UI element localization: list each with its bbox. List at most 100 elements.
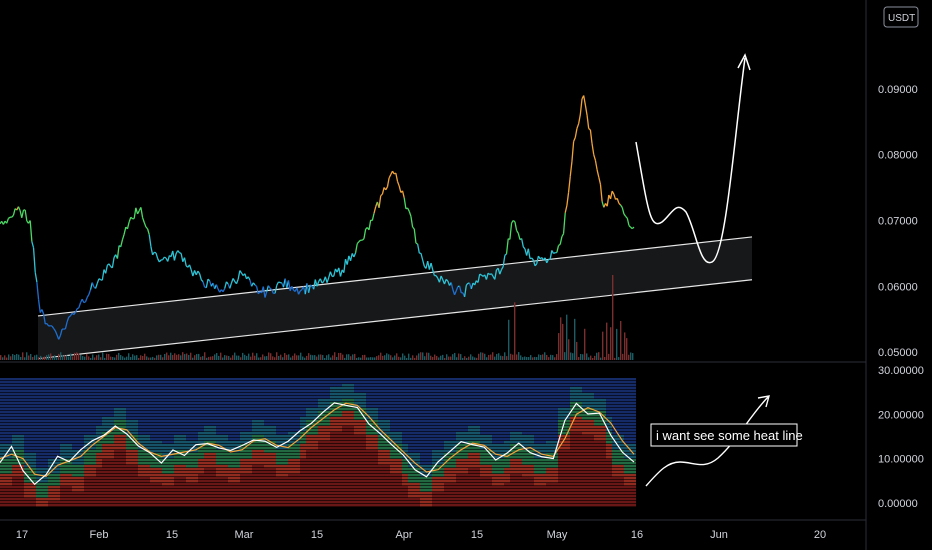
heatmap-cell [444,420,450,423]
heatmap-cell [324,444,330,447]
heatmap-cell [222,384,228,387]
heatmap-cell [600,387,606,390]
heatmap-cell [510,396,516,399]
volume-bar [28,355,30,360]
price-segment [197,270,201,274]
heatmap-cell [312,408,318,411]
heatmap-cell [504,450,510,453]
heatmap-cell [300,471,306,474]
heatmap-cell [108,447,114,450]
heatmap-cell [456,477,462,480]
heatmap-cell [96,492,102,495]
heatmap-cell [204,432,210,435]
channel-upper-line[interactable] [37,236,753,317]
heatmap-cell [54,480,60,483]
heatmap-cell [588,486,594,489]
volume-bar [452,354,454,360]
heatmap-cell [558,399,564,402]
volume-bar [470,354,472,360]
heatmap-cell [558,468,564,471]
heatmap-cell [228,456,234,459]
heatmap-cell [102,417,108,420]
price-segment [505,238,509,254]
heatmap-cell [486,474,492,477]
heatmap-cell [318,402,324,405]
heatmap-cell [432,426,438,429]
heatmap-cell [192,474,198,477]
volume-bar [232,355,234,360]
channel-lower-line[interactable] [37,279,753,360]
heatmap-cell [582,495,588,498]
heatmap-cell [84,492,90,495]
heatmap-cell [438,489,444,492]
volume-bar [620,320,622,360]
heatmap-cell [120,477,126,480]
heatmap-cell [90,483,96,486]
price-segment [74,308,78,313]
heatmap-cell [54,450,60,453]
heatmap-cell [582,483,588,486]
heatmap-cell [282,486,288,489]
heatmap-cell [330,438,336,441]
heatmap-cell [390,408,396,411]
heatmap-cell [348,489,354,492]
heatmap-cell [78,474,84,477]
heatmap-cell [390,474,396,477]
heatmap-cell [360,483,366,486]
heatmap-cell [198,465,204,468]
heatmap-cell [114,480,120,483]
projection-arrow[interactable] [635,57,746,264]
heatmap-cell [192,453,198,456]
heatmap-cell [336,432,342,435]
heatmap-cell [342,459,348,462]
heatmap-cell [180,441,186,444]
heatmap-cell [300,420,306,423]
heatmap-cell [594,450,600,453]
volume-bar [490,354,492,360]
heatmap-cell [288,495,294,498]
heatmap-cell [630,411,636,414]
heatmap-cell [594,465,600,468]
heatmap-cell [480,420,486,423]
heatmap-cell [582,492,588,495]
heatmap-cell [402,411,408,414]
heatmap-cell [288,483,294,486]
heatmap-cell [552,426,558,429]
heatmap-cell [408,402,414,405]
heatmap-cell [228,441,234,444]
heatmap-cell [576,489,582,492]
volume-bar [408,353,410,360]
heatmap-cell [120,396,126,399]
price-panel[interactable] [0,53,753,360]
heatmap-cell [444,408,450,411]
heatmap-cell [390,447,396,450]
heatmap-cell [174,468,180,471]
heatmap-cell [522,390,528,393]
heatmap-cell [588,447,594,450]
heatmap-cell [348,420,354,423]
heatmap-cell [114,447,120,450]
oscillator-panel[interactable]: i want see some heat line [0,378,803,507]
heatmap-cell [162,477,168,480]
heatmap-cell [396,402,402,405]
heatmap-cell [366,495,372,498]
heatmap-cell [306,459,312,462]
volume-bar [484,353,486,360]
price-segment [546,259,550,264]
heatmap-cell [240,456,246,459]
heatmap-cell [372,453,378,456]
heatmap-cell [156,414,162,417]
heatmap-cell [30,390,36,393]
heatmap-cell [246,438,252,441]
heatmap-cell [378,477,384,480]
heatmap-cell [462,411,468,414]
heatmap-cell [90,492,96,495]
volume-bar [312,355,314,360]
heatmap-cell [162,378,168,381]
heatmap-cell [60,447,66,450]
heatmap-cell [624,402,630,405]
heatmap-cell [36,438,42,441]
heatmap-cell [456,420,462,423]
heatmap-cell [312,492,318,495]
